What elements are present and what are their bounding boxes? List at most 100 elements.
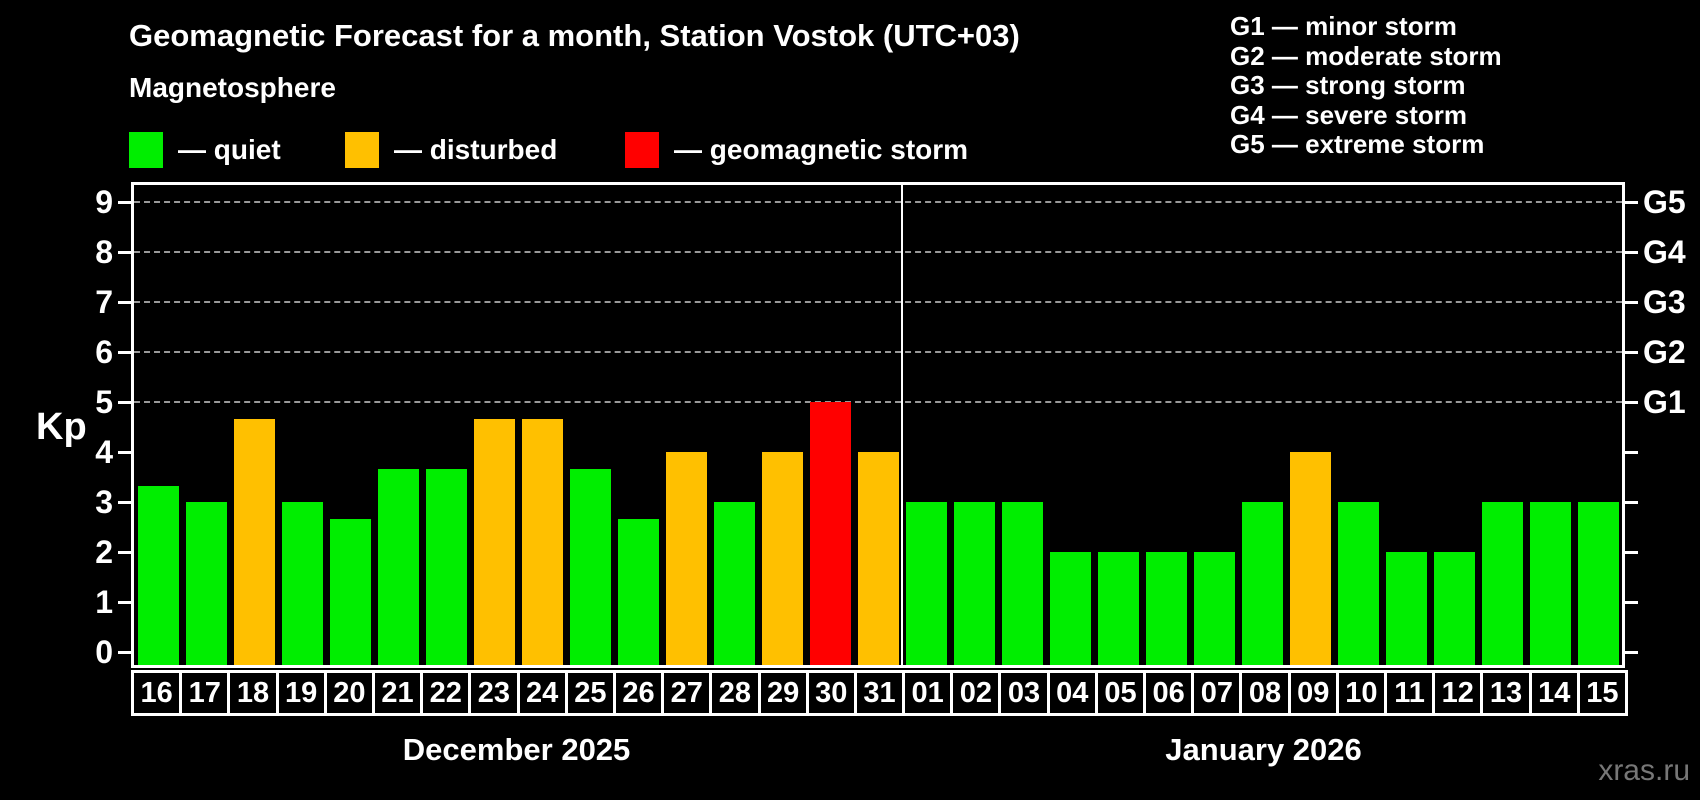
day-cell-07: 07: [1191, 670, 1243, 716]
plot-area: [131, 182, 1625, 668]
g-axis-label-g2: G2: [1643, 334, 1686, 370]
y-tick-left-1: [118, 601, 131, 604]
day-cell-30: 30: [805, 670, 857, 716]
legend-label-disturbed: — disturbed: [394, 134, 558, 165]
month-label-december: December 2025: [402, 732, 631, 767]
day-cell-18: 18: [227, 670, 279, 716]
day-cell-27: 27: [661, 670, 713, 716]
y-tick-left-8: [118, 251, 131, 254]
kp-bar-december-19: [281, 502, 323, 665]
day-cell-04: 04: [1046, 670, 1098, 716]
kp-bar-january-12: [1433, 552, 1475, 665]
y-tick-left-4: [118, 451, 131, 454]
month-label-january: January 2026: [1165, 732, 1362, 767]
day-cell-23: 23: [468, 670, 520, 716]
kp-bar-december-26: [617, 518, 659, 665]
y-tick-right-9: [1625, 201, 1638, 204]
magnetosphere-label: Magnetosphere: [129, 72, 336, 103]
day-cell-29: 29: [757, 670, 809, 716]
y-tick-left-7: [118, 301, 131, 304]
y-tick-left-5: [118, 401, 131, 404]
g5-legend-line: G5 — extreme storm: [1230, 129, 1485, 159]
y-tick-left-6: [118, 351, 131, 354]
y-tick-label-3: 3: [95, 484, 113, 520]
y-tick-left-0: [118, 651, 131, 654]
y-tick-right-6: [1625, 351, 1638, 354]
day-cell-31: 31: [853, 670, 906, 716]
kp-bar-january-03: [1001, 502, 1043, 665]
day-cell-17: 17: [179, 670, 231, 716]
y-axis-title: Kp: [36, 406, 87, 448]
day-cell-16: 16: [131, 670, 183, 716]
day-cell-25: 25: [564, 670, 616, 716]
kp-bar-january-09: [1289, 452, 1331, 665]
kp-bar-january-15: [1577, 502, 1619, 665]
g3-legend-line: G3 — strong storm: [1230, 70, 1466, 100]
y-tick-left-3: [118, 501, 131, 504]
g4-legend-line: G4 — severe storm: [1230, 99, 1468, 130]
day-cell-21: 21: [371, 670, 424, 716]
day-cell-11: 11: [1384, 670, 1436, 716]
y-tick-label-7: 7: [95, 284, 113, 320]
y-tick-right-3: [1625, 501, 1638, 504]
kp-bar-december-30: [809, 402, 851, 665]
day-cell-06: 06: [1143, 670, 1195, 716]
day-cell-28: 28: [709, 670, 761, 716]
y-tick-right-5: [1625, 401, 1638, 404]
kp-bar-january-07: [1193, 552, 1235, 665]
g-axis-label-g5: G5: [1643, 184, 1686, 220]
y-tick-label-4: 4: [95, 434, 113, 470]
day-cell-14: 14: [1528, 670, 1580, 716]
y-tick-label-5: 5: [95, 384, 113, 420]
kp-bar-december-29: [761, 452, 803, 665]
y-tick-right-2: [1625, 551, 1638, 554]
kp-bar-january-08: [1241, 502, 1283, 665]
g-scale-legend: G1 — minor storm G2 — moderate storm G3 …: [1230, 11, 1502, 160]
storm-color-swatch: [625, 132, 659, 168]
kp-bar-december-31: [857, 452, 899, 665]
y-tick-label-6: 6: [95, 334, 113, 370]
day-cell-22: 22: [420, 670, 472, 716]
gridline-kp-8: [134, 251, 1622, 253]
day-cell-02: 02: [950, 670, 1002, 716]
day-cell-03: 03: [998, 670, 1050, 716]
kp-bar-january-05: [1097, 552, 1139, 665]
y-tick-right-4: [1625, 451, 1638, 454]
kp-bar-january-13: [1481, 502, 1523, 665]
kp-bar-january-01: [905, 502, 947, 665]
kp-bar-january-04: [1049, 552, 1091, 665]
page-title: Geomagnetic Forecast for a month, Statio…: [129, 18, 1020, 53]
g-axis-label-g3: G3: [1643, 284, 1686, 320]
kp-bar-january-02: [953, 502, 995, 665]
day-cell-13: 13: [1480, 670, 1532, 716]
disturbed-color-swatch: [345, 132, 379, 168]
gridline-kp-9: [134, 201, 1622, 203]
quiet-color-swatch: [129, 132, 163, 168]
y-tick-label-0: 0: [95, 634, 113, 670]
legend-item-storm: — geomagnetic storm: [625, 131, 968, 169]
day-cell-09: 09: [1287, 670, 1339, 716]
kp-bar-december-27: [665, 452, 707, 665]
g2-legend-line: G2 — moderate storm: [1230, 40, 1502, 71]
legend-label-quiet: — quiet: [178, 134, 281, 165]
day-cell-24: 24: [516, 670, 568, 716]
y-tick-right-0: [1625, 651, 1638, 654]
y-tick-label-2: 2: [95, 534, 113, 570]
gridline-kp-7: [134, 301, 1622, 303]
watermark-link[interactable]: xras.ru: [1598, 754, 1690, 787]
kp-bar-january-10: [1337, 502, 1379, 665]
day-cell-10: 10: [1335, 670, 1388, 716]
legend-label-storm: — geomagnetic storm: [674, 134, 969, 165]
day-label-row: 16 17 18 19 20 21 22 23 24 25 26 27 28 29 30 31 01 02 03 04…: [131, 670, 1631, 716]
kp-bar-january-06: [1145, 552, 1187, 665]
gridline-kp-6: [134, 351, 1622, 353]
month-separator: [901, 185, 903, 665]
day-cell-05: 05: [1094, 670, 1147, 716]
gridline-kp-5: [134, 401, 1622, 403]
kp-bar-december-16: [137, 485, 179, 665]
legend-item-disturbed: — disturbed: [345, 131, 557, 169]
y-tick-left-2: [118, 551, 131, 554]
day-cell-15: 15: [1576, 670, 1628, 716]
kp-bar-december-17: [185, 502, 227, 665]
